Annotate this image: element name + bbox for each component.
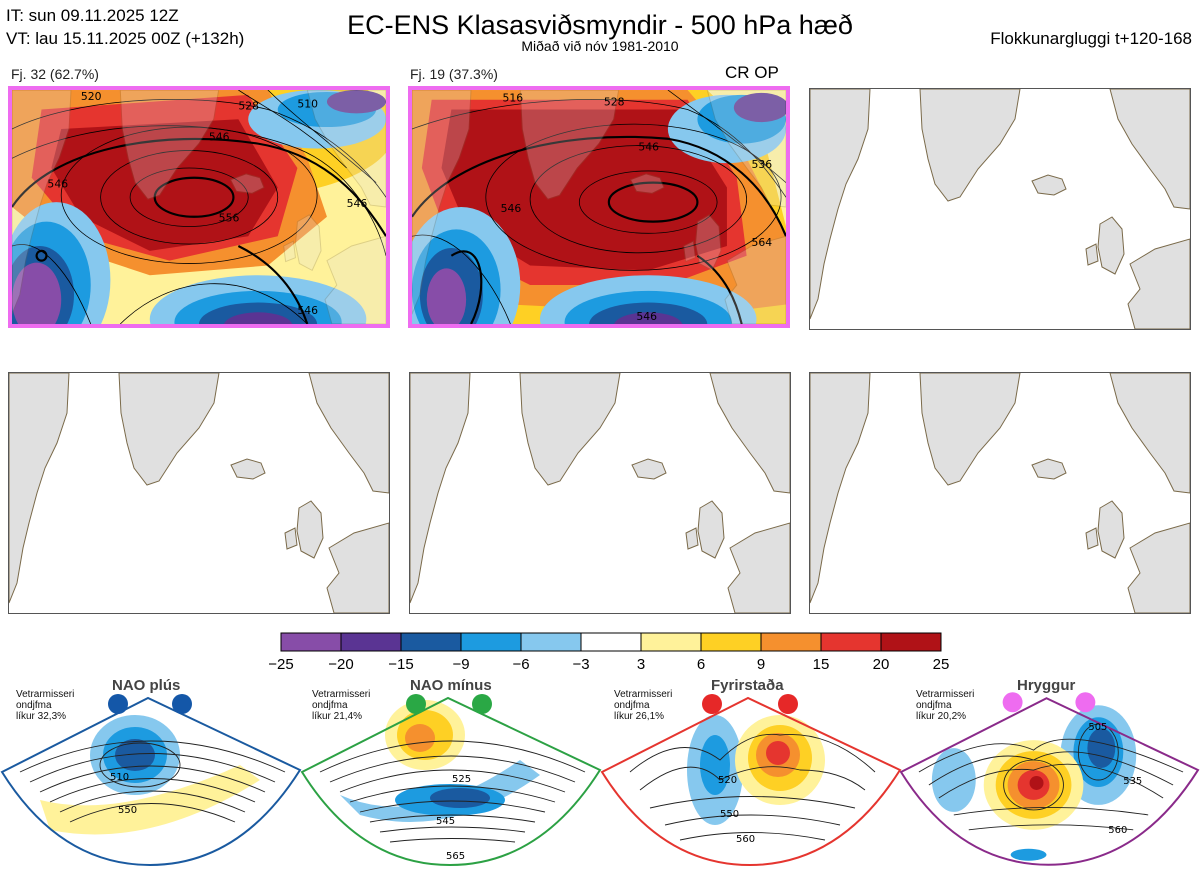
colorbar-tick-label: 9: [756, 656, 766, 673]
regime-note: Vetrarmisseri ondjfma líkur 26,1%: [614, 689, 673, 722]
cluster-map-1: 520 528 510 546 546 556 546 546: [12, 90, 386, 324]
regime-marker: [702, 694, 722, 714]
colorbar-tick-label: 25: [932, 656, 950, 673]
contour-label: 556: [219, 212, 240, 225]
cluster-panel-5[interactable]: [409, 372, 791, 614]
regime-marker: [1002, 692, 1023, 713]
contour-label: 546: [638, 140, 659, 153]
contour-label: 550: [720, 809, 739, 820]
contour-label: 510: [110, 772, 129, 783]
regime-title: Hryggur: [1017, 677, 1076, 694]
colorbar-swatch: [640, 632, 702, 652]
page-title: EC-ENS Klasasviðsmyndir - 500 hPa hæð: [347, 10, 853, 40]
contour-label: 525: [452, 774, 471, 785]
colorbar-swatch: [760, 632, 822, 652]
regime-marker: [778, 694, 798, 714]
regime-note: Vetrarmisseri ondjfma líkur 20,2%: [916, 689, 975, 722]
contour-label: 546: [209, 131, 230, 144]
cluster-map-2: 516 528 546 536 546 564 546: [412, 90, 786, 324]
cluster-panel-3[interactable]: [809, 88, 1191, 330]
colorbar-swatch: [280, 632, 342, 652]
anomaly-colorbar: [280, 632, 942, 652]
contour-label: 516: [503, 92, 524, 105]
regime-marker: [1075, 692, 1096, 713]
colorbar-tick-label: 15: [812, 656, 830, 673]
contour-label: 564: [752, 236, 773, 249]
colorbar-tick-label: −20: [328, 656, 354, 673]
contour-label: 560: [736, 834, 755, 845]
colorbar-tick-label: 3: [636, 656, 646, 673]
colorbar-tick-label: −6: [512, 656, 530, 673]
contour-label: 546: [501, 202, 522, 215]
colorbar-swatch: [340, 632, 402, 652]
control-operational-badge: CR OP: [725, 63, 779, 82]
regime-marker: [406, 694, 426, 714]
panel-1-label: Fj. 32 (62.7%): [11, 66, 99, 82]
contour-label: 510: [297, 98, 318, 111]
contour-label: 535: [1123, 776, 1142, 787]
colorbar-swatch: [700, 632, 762, 652]
cluster-panel-1[interactable]: 520 528 510 546 546 556 546 546: [8, 86, 390, 328]
colorbar-tick-label: −9: [452, 656, 470, 673]
cluster-panel-6[interactable]: [809, 372, 1191, 614]
colorbar-tick-label: 6: [696, 656, 706, 673]
empty-map-6: [810, 373, 1190, 613]
contour-label: 560: [1108, 825, 1127, 836]
regime-title: Fyrirstaða: [711, 677, 784, 694]
colorbar-swatch: [400, 632, 462, 652]
regime-note: Vetrarmisseri ondjfma líkur 21,4%: [312, 689, 371, 722]
empty-map-3: [810, 89, 1190, 329]
colorbar-tick-label: 20: [872, 656, 890, 673]
contour-label: 546: [47, 178, 68, 191]
contour-label: 565: [446, 851, 465, 862]
contour-label: 546: [347, 197, 368, 210]
contour-label: 520: [718, 775, 737, 786]
colorbar-swatch: [880, 632, 942, 652]
contour-label: 546: [297, 304, 318, 317]
empty-map-5: [410, 373, 790, 613]
contour-label: 528: [238, 100, 259, 113]
panel-2-label: Fj. 19 (37.3%): [410, 66, 498, 82]
colorbar-tick-label: −25: [268, 656, 294, 673]
regime-title: NAO mínus: [410, 677, 492, 694]
colorbar-swatch: [820, 632, 882, 652]
valid-time: VT: lau 15.11.2025 00Z (+132h): [6, 29, 245, 48]
classification-window: Flokkunargluggi t+120-168: [990, 29, 1192, 48]
contour-label: 505: [1088, 722, 1107, 733]
colorbar-tick-label: −3: [572, 656, 590, 673]
contour-label: 528: [604, 96, 625, 109]
empty-map-4: [9, 373, 389, 613]
regime-marker: [172, 694, 192, 714]
contour-label: 550: [118, 805, 137, 816]
colorbar-swatch: [460, 632, 522, 652]
regime-title: NAO plús: [112, 677, 181, 694]
colorbar-swatch: [520, 632, 582, 652]
colorbar-swatch: [580, 632, 642, 652]
cluster-panel-4[interactable]: [8, 372, 390, 614]
regime-marker: [108, 694, 128, 714]
page-subtitle: Miðað við nóv 1981-2010: [521, 38, 679, 54]
regime-note: Vetrarmisseri ondjfma líkur 32,3%: [16, 689, 75, 722]
contour-label: 545: [436, 816, 455, 827]
contour-label: 520: [81, 90, 102, 103]
colorbar-tick-label: −15: [388, 656, 414, 673]
contour-label: 546: [636, 310, 657, 323]
cluster-panel-2[interactable]: 516 528 546 536 546 564 546: [408, 86, 790, 328]
regime-marker: [472, 694, 492, 714]
contour-label: 536: [752, 158, 773, 171]
issue-time: IT: sun 09.11.2025 12Z: [6, 6, 179, 25]
